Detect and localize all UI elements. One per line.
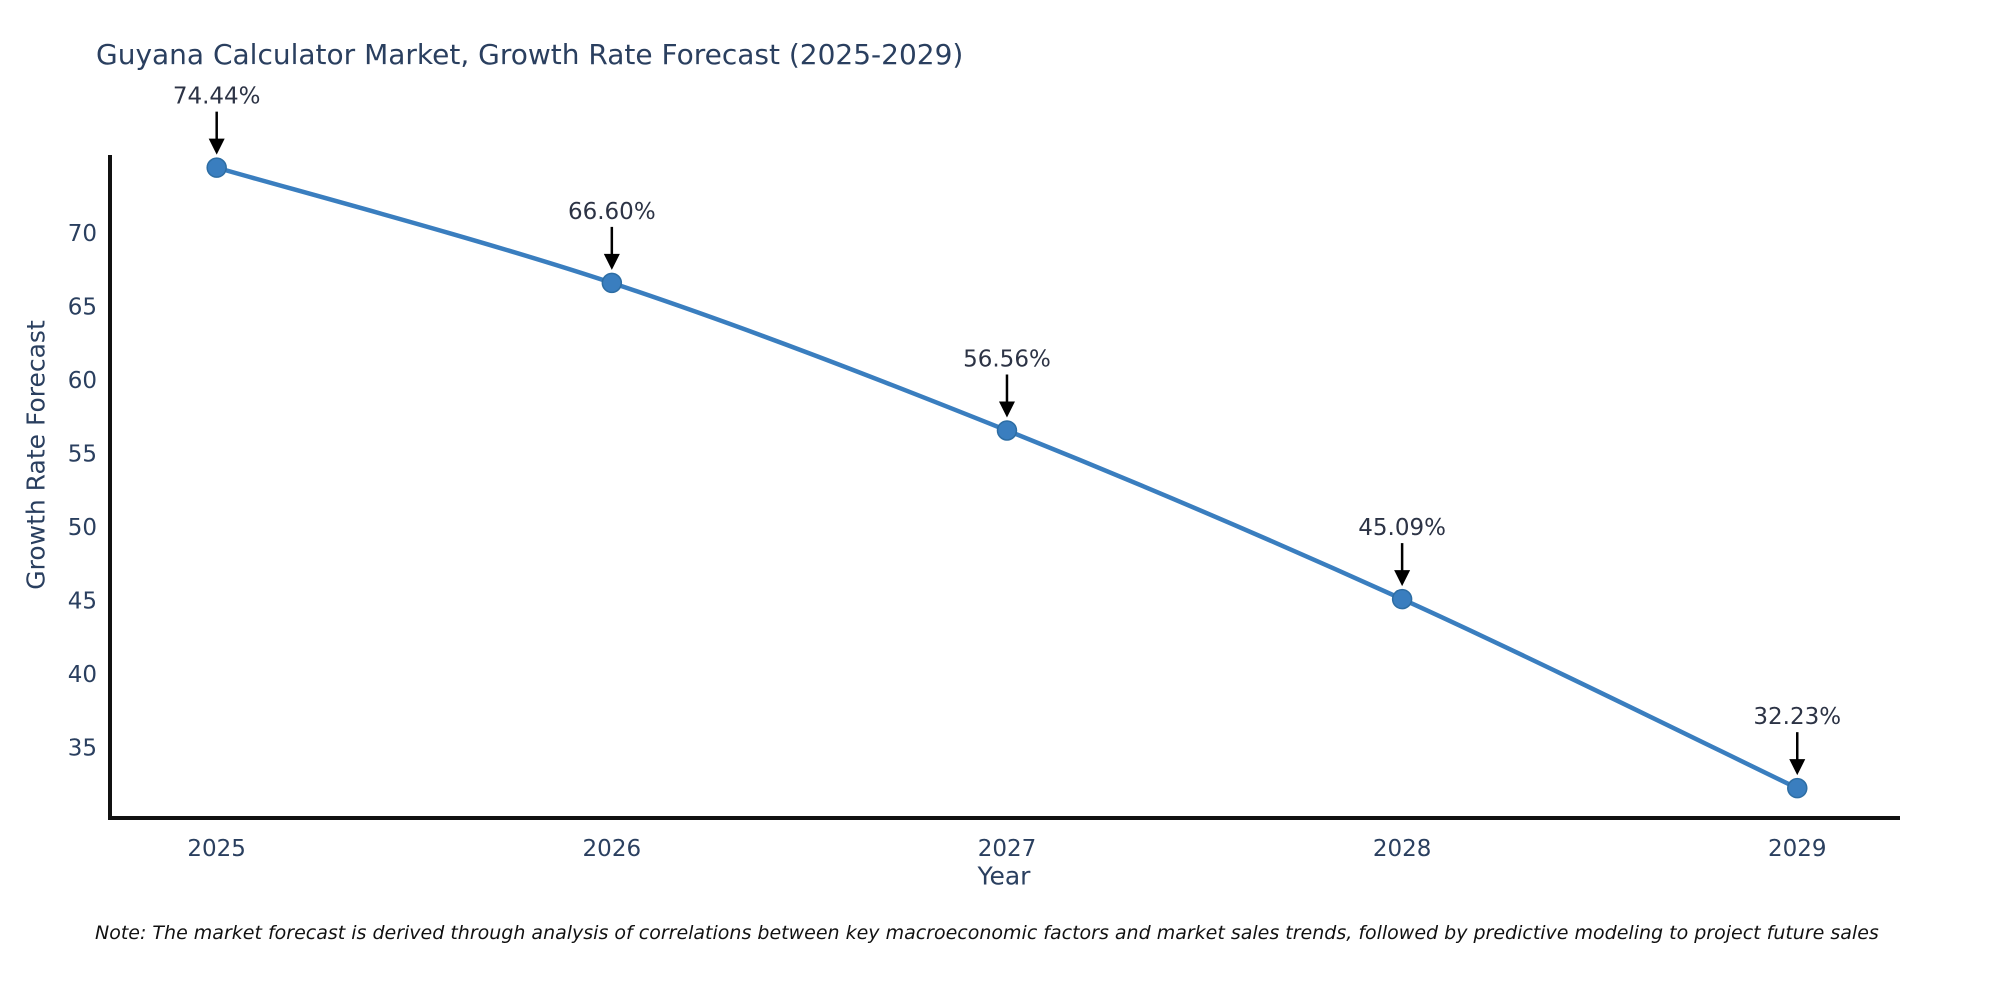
trend-line [214, 165, 1800, 791]
data-point-marker [1787, 777, 1808, 799]
x-tick-label: 2029 [1768, 836, 1827, 862]
y-tick-label: 65 [68, 294, 97, 320]
point-value-label: 74.44% [173, 84, 261, 110]
y-tick-label: 60 [68, 368, 97, 394]
x-tick-label: 2027 [978, 836, 1037, 862]
data-point-marker [1391, 588, 1413, 610]
point-value-label: 66.60% [568, 199, 656, 225]
point-value-label: 32.23% [1753, 704, 1841, 730]
annotation-arrowhead-icon [998, 401, 1015, 418]
annotation-arrowhead-icon [208, 138, 225, 155]
x-axis-title: Year [977, 861, 1031, 891]
y-tick-label: 55 [68, 441, 97, 467]
x-tick-label: 2025 [187, 836, 246, 862]
x-tick-label: 2026 [583, 836, 642, 862]
y-tick-label: 45 [68, 588, 97, 614]
point-value-label: 56.56% [963, 346, 1051, 372]
data-point-marker [996, 420, 1018, 441]
y-tick-label: 35 [68, 735, 97, 761]
x-tick-label: 2028 [1373, 836, 1432, 862]
y-tick-label: 70 [68, 221, 97, 247]
point-value-label: 45.09% [1358, 515, 1446, 541]
annotation-arrowhead-icon [1789, 759, 1806, 776]
data-point-marker [206, 157, 227, 178]
footnote: Note: The market forecast is derived thr… [95, 922, 1879, 944]
data-point-marker [601, 272, 623, 294]
y-tick-label: 40 [68, 662, 97, 688]
chart-title: Guyana Calculator Market, Growth Rate Fo… [96, 38, 964, 71]
y-axis-title: Growth Rate Forecast [21, 320, 51, 590]
annotation-arrowhead-icon [1394, 570, 1411, 587]
y-tick-label: 50 [68, 515, 97, 541]
annotation-arrowhead-icon [603, 253, 620, 270]
